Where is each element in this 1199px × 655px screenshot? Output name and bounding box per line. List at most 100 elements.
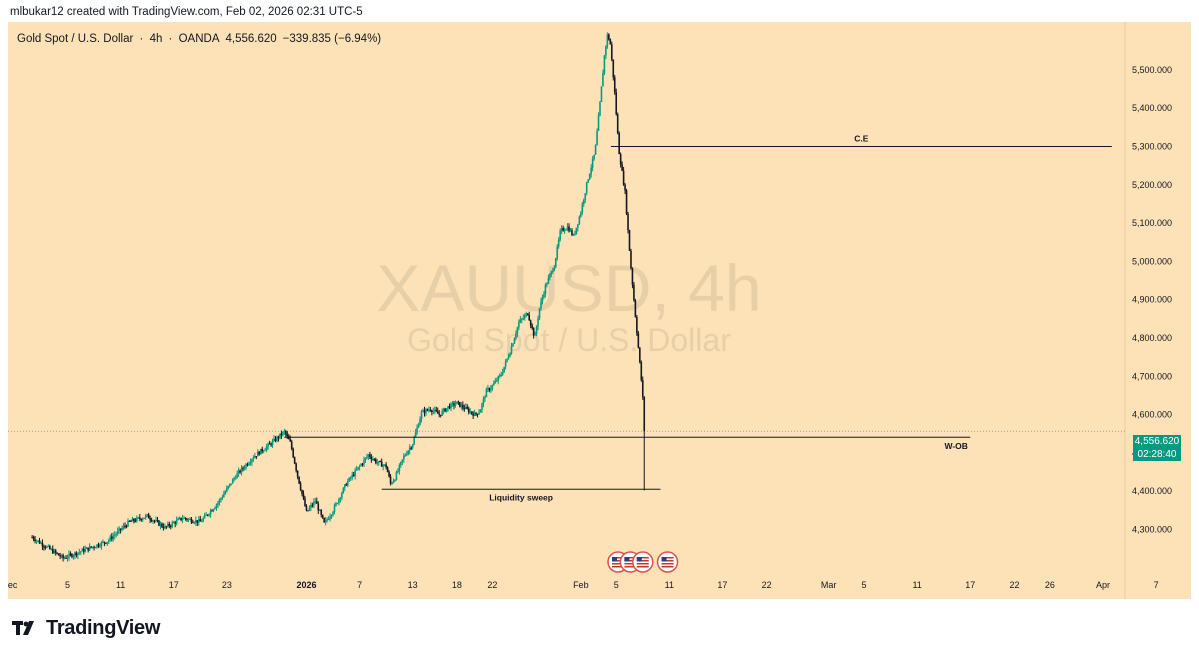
candle-body [630, 250, 632, 269]
candle-body [400, 461, 402, 466]
candle-body [544, 284, 547, 294]
candle-body [622, 170, 625, 185]
candle-body [606, 34, 609, 47]
candle-body [200, 521, 203, 523]
candle-body [519, 319, 522, 323]
chart-area[interactable]: XAUUSD, 4h Gold Spot / U.S. Dollar 4,300… [8, 22, 1191, 599]
y-tick-label: 4,600.000 [1132, 410, 1172, 420]
candle-body [550, 271, 553, 275]
candle-body [323, 518, 325, 523]
candle-body [141, 518, 144, 520]
candle-body [403, 455, 405, 460]
candle-body [560, 228, 563, 231]
candle-body [218, 499, 221, 503]
x-tick-label: 11 [116, 580, 125, 590]
candle-body [569, 230, 572, 232]
candles-group [31, 32, 646, 562]
candle-body [118, 528, 120, 531]
tradingview-footer[interactable]: TradingView [12, 616, 160, 640]
candle-body [56, 552, 58, 554]
candle-body [327, 518, 330, 520]
candle-body [283, 430, 286, 432]
legend-price: 4,556.620 [225, 33, 277, 45]
candle-body [631, 268, 634, 285]
symbol-legend[interactable]: Gold Spot / U.S. Dollar · 4h · OANDA 4,55… [17, 33, 382, 45]
candle-body [383, 464, 386, 466]
x-tick-label: 23 [222, 580, 232, 590]
candle-body [429, 409, 432, 411]
flag-stripe [624, 557, 637, 559]
candle-body [376, 462, 379, 464]
candle-body [324, 519, 327, 523]
candle-body [363, 459, 365, 465]
candle-body [624, 184, 626, 191]
bar-countdown: 02:28:40 [1137, 449, 1177, 460]
candle-body [556, 246, 559, 259]
candle-body [165, 526, 168, 528]
candle-body [280, 433, 283, 436]
candle-body [202, 518, 205, 522]
candle-body [60, 555, 63, 557]
candle-body [448, 406, 451, 409]
candle-body [459, 402, 461, 407]
candle-body [137, 517, 140, 519]
candle-body [99, 546, 101, 548]
candle-body [348, 477, 351, 482]
candle-body [113, 534, 116, 536]
candle-body [369, 454, 371, 458]
candle-body [34, 539, 36, 542]
candle-body [596, 130, 598, 146]
candle-body [183, 517, 185, 519]
candle-body [373, 459, 376, 461]
candle-body [582, 199, 585, 205]
candle-body [180, 517, 182, 521]
candle-body [231, 479, 234, 484]
watermark-description: Gold Spot / U.S. Dollar [407, 322, 731, 358]
candle-body [262, 450, 265, 452]
candle-body [593, 154, 595, 159]
candle-body [186, 518, 188, 520]
candle-body [537, 318, 539, 327]
candle-body [540, 301, 542, 309]
candle-body [91, 546, 94, 548]
candle-body [100, 542, 103, 547]
candle-body [81, 548, 84, 552]
candle-body [588, 173, 591, 180]
candle-body [267, 443, 269, 447]
candle-body [493, 383, 495, 386]
candle-body [227, 486, 230, 489]
candle-body [528, 315, 530, 321]
candle-body [184, 517, 187, 519]
candle-body [261, 448, 264, 452]
candle-body [473, 412, 476, 416]
candle-body [358, 465, 361, 468]
tradingview-logo-icon [12, 621, 34, 635]
candle-body [277, 436, 280, 439]
candle-body [290, 441, 293, 449]
x-tick-label: 2026 [296, 580, 316, 590]
flag-stripe [636, 566, 649, 568]
candle-body [485, 389, 488, 398]
candle-body [333, 505, 336, 513]
candle-body [108, 540, 110, 542]
candle-body [192, 522, 194, 524]
candle-body [470, 411, 473, 414]
candle-body [338, 498, 340, 504]
price-chart[interactable]: 4,300.0004,400.0004,500.0004,600.0004,70… [8, 22, 1191, 599]
candle-body [526, 313, 529, 316]
candle-body [43, 546, 45, 548]
flag-stripe [611, 560, 624, 562]
candle-body [346, 481, 349, 486]
candle-body [425, 409, 427, 414]
candle-body [549, 274, 551, 279]
candle-body [605, 46, 607, 56]
candle-body [62, 555, 64, 559]
candle-body [302, 494, 305, 499]
candle-body [613, 77, 616, 93]
candle-body [615, 92, 618, 115]
candle-body [559, 230, 561, 240]
candle-body [590, 167, 592, 174]
candle-body [488, 388, 491, 391]
candle-body [587, 179, 589, 183]
candle-body [32, 537, 35, 540]
